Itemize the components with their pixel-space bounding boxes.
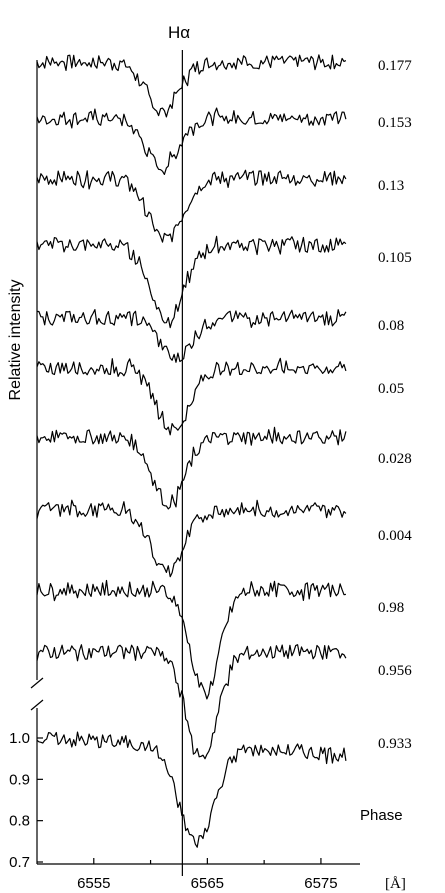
- x-tick-label: 6555: [77, 875, 110, 892]
- spectrum-phase-0.177: [36, 54, 347, 118]
- phase-label-0.177: 0.177: [378, 58, 412, 74]
- spectrum-phase-0.08: [37, 309, 347, 363]
- phase-label-0.933: 0.933: [378, 736, 412, 752]
- x-tick-label: 6565: [191, 875, 224, 892]
- x-ticks: 6555 6565 6575: [77, 858, 338, 892]
- y-ticks: 0.7 0.8 0.9 1.0: [9, 730, 43, 871]
- h-alpha-label: Hα: [168, 23, 190, 42]
- x-tick-label: 6575: [304, 875, 337, 892]
- spectrum-phase-0.05: [36, 357, 347, 436]
- phase-label-0.028: 0.028: [378, 451, 412, 467]
- phase-label-0.08: 0.08: [378, 318, 404, 334]
- phase-label-0.153: 0.153: [378, 115, 412, 131]
- spectrum-phase-0.933: [36, 731, 347, 848]
- phase-label-0.004: 0.004: [378, 528, 412, 544]
- spectrum-phase-0.13: [36, 169, 347, 243]
- y-tick-label: 0.9: [9, 771, 30, 788]
- spectrum-phase-0.028: [36, 426, 347, 510]
- x-unit-label: [Å]: [385, 876, 406, 892]
- phase-title: Phase: [360, 807, 403, 824]
- spectrum-phase-0.105: [36, 235, 347, 329]
- spectra-series: [36, 54, 347, 848]
- phase-label-0.05: 0.05: [378, 381, 404, 397]
- spectrum-phase-0.956: [36, 644, 347, 760]
- y-tick-label: 1.0: [9, 730, 30, 747]
- axis-break-mark-2: [30, 699, 44, 711]
- phase-label-0.105: 0.105: [378, 250, 412, 266]
- spectrum-phase-0.004: [36, 499, 347, 578]
- phase-label-0.98: 0.98: [378, 600, 404, 616]
- y-axis-label: Relative intensity: [7, 280, 24, 401]
- phase-labels: 0.177 0.153 0.13 0.105 0.08 0.05 0.028 0.004 0.9…: [378, 58, 412, 752]
- spectrum-phase-0.153: [36, 107, 347, 175]
- phase-label-0.956: 0.956: [378, 663, 412, 679]
- y-tick-label: 0.8: [9, 813, 30, 830]
- axis-break-mark-1: [30, 677, 44, 689]
- phase-label-0.13: 0.13: [378, 178, 404, 194]
- spectrum-phase-0.98: [36, 579, 346, 700]
- y-tick-label: 0.7: [9, 854, 30, 871]
